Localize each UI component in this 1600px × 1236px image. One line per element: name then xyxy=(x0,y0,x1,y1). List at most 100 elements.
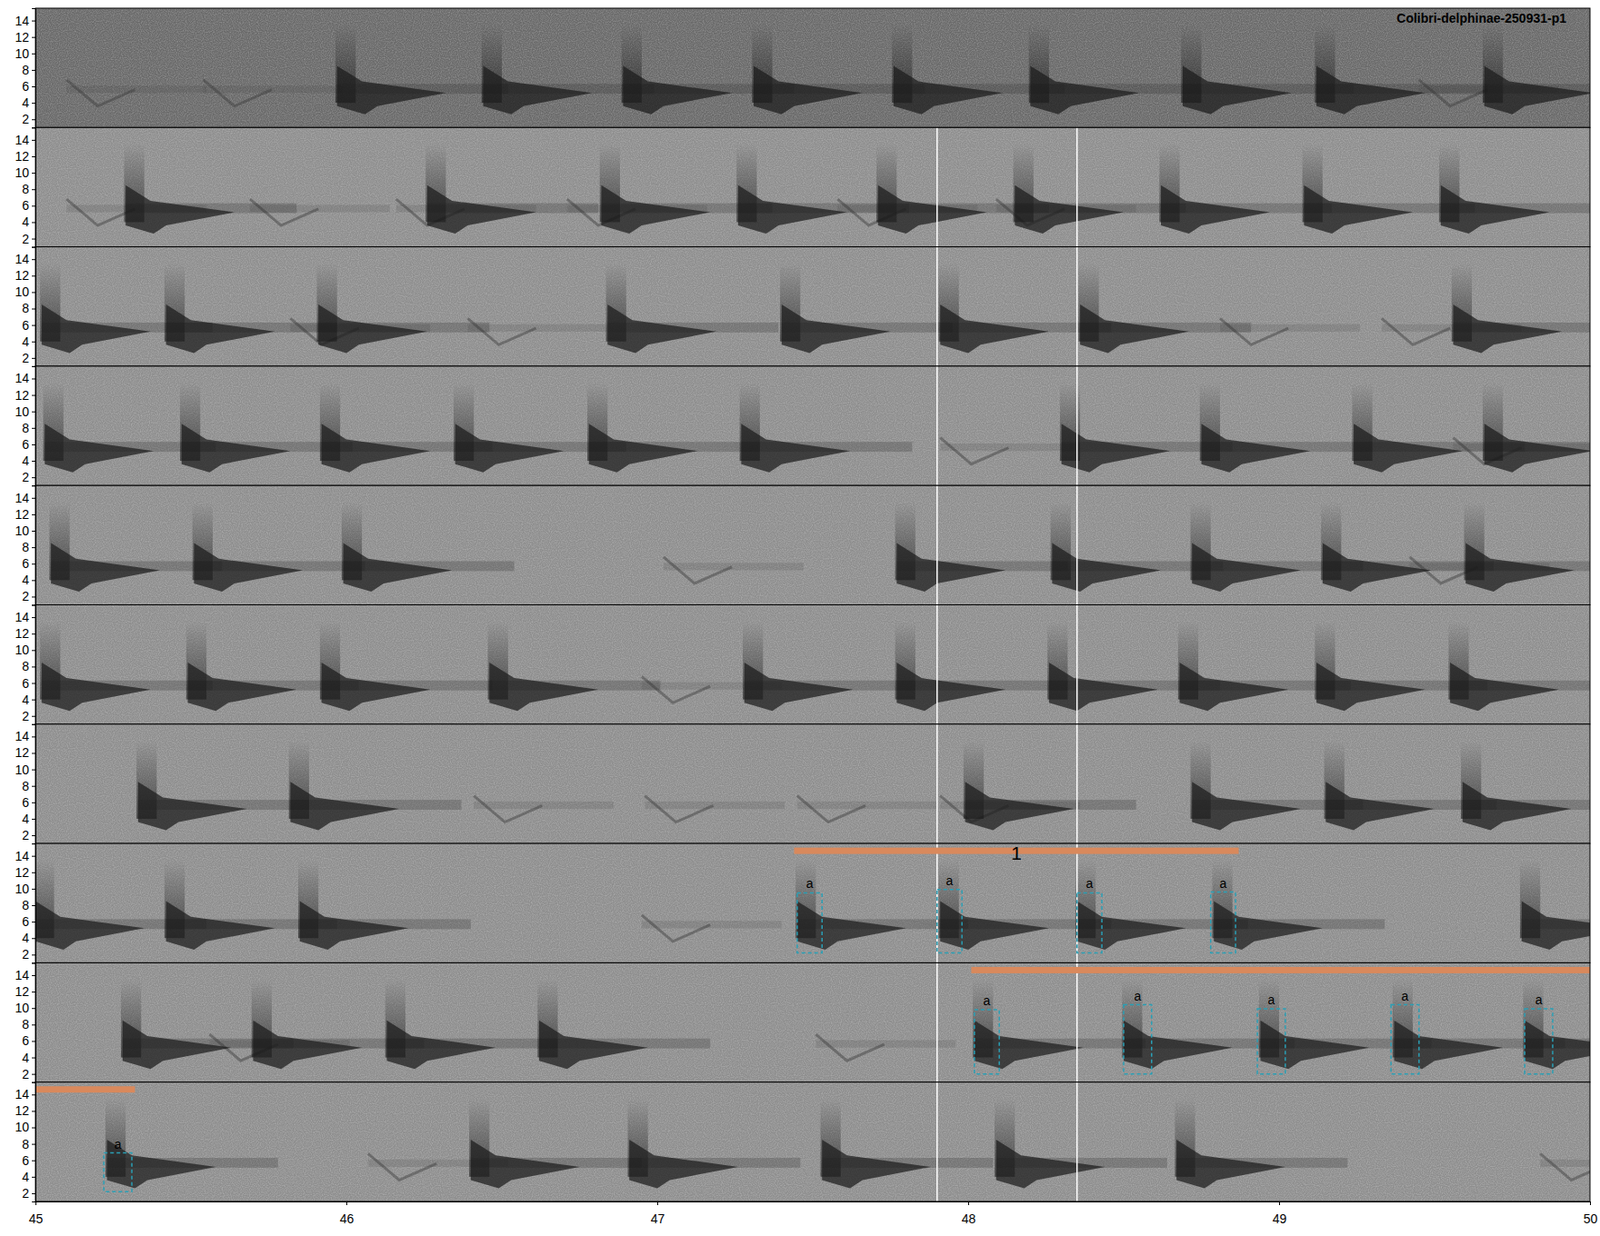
y-tick-mark xyxy=(31,617,36,619)
y-tick: 12 xyxy=(14,149,36,164)
y-tick: 8 xyxy=(21,540,36,555)
call xyxy=(320,621,493,712)
annotation-label: a xyxy=(946,873,954,889)
x-axis: 454647484950 xyxy=(29,1201,1599,1227)
y-tick-mark xyxy=(31,259,36,260)
spectrogram-row xyxy=(35,485,1590,605)
guide-line xyxy=(1076,247,1079,367)
faint-call xyxy=(797,796,938,823)
y-tick-label: 6 xyxy=(21,556,30,571)
y-tick: 10 xyxy=(14,1120,36,1135)
y-tick: 8 xyxy=(21,779,36,794)
y-tick: 10 xyxy=(14,46,36,61)
y-tick: 8 xyxy=(21,300,36,316)
call xyxy=(317,263,490,354)
row-frame xyxy=(35,485,1590,605)
noise xyxy=(35,366,1590,486)
faint-call xyxy=(1540,1153,1590,1180)
call xyxy=(1029,24,1202,115)
y-tick-label: 4 xyxy=(21,572,30,588)
y-tick-label: 12 xyxy=(14,1103,30,1119)
y-tick-label: 12 xyxy=(14,149,30,164)
call xyxy=(1451,263,1590,354)
y-tick-label: 6 xyxy=(21,795,30,810)
y-tick-label: 14 xyxy=(14,610,30,625)
call xyxy=(1460,740,1590,831)
y-tick-mark xyxy=(31,650,36,651)
y-tick: 6 xyxy=(21,198,36,213)
guide-line xyxy=(1076,127,1079,247)
call xyxy=(123,143,297,234)
y-tick-mark xyxy=(31,1128,36,1130)
row-frame xyxy=(35,366,1590,486)
y-tick: 10 xyxy=(14,642,36,658)
y-tick-mark xyxy=(31,530,36,532)
y-tick-mark xyxy=(31,938,36,940)
y-tick-label: 6 xyxy=(21,1153,30,1169)
y-tick: 8 xyxy=(21,181,36,197)
y-tick: 4 xyxy=(21,1050,36,1066)
segment-bar xyxy=(970,967,1590,974)
row-frame xyxy=(35,8,1590,128)
y-axis: 2468101214 xyxy=(14,724,36,844)
y-tick: 12 xyxy=(14,30,36,45)
y-tick-mark xyxy=(31,53,36,55)
x-tick-label: 50 xyxy=(1583,1211,1599,1227)
y-axis: 2468101214 xyxy=(14,366,36,486)
y-tick-label: 6 xyxy=(21,79,30,94)
row-frame xyxy=(35,247,1590,367)
y-tick-mark xyxy=(31,275,36,277)
y-tick-mark xyxy=(31,1144,36,1146)
y-axis-line xyxy=(31,724,37,844)
annotation-box xyxy=(103,1153,132,1193)
y-tick: 14 xyxy=(14,849,36,864)
y-tick-mark xyxy=(31,991,36,993)
row-background xyxy=(35,843,1590,963)
y-tick-mark xyxy=(31,835,36,837)
annotation-box xyxy=(1210,892,1236,954)
call xyxy=(1200,382,1373,473)
y-tick: 10 xyxy=(14,1000,36,1016)
y-tick-mark xyxy=(31,683,36,685)
call xyxy=(820,1099,994,1190)
y-tick-mark xyxy=(31,633,36,635)
row-frame xyxy=(35,605,1590,725)
y-tick-mark xyxy=(31,1058,36,1060)
y-tick-label: 8 xyxy=(21,62,30,78)
guide-line xyxy=(936,1082,939,1202)
call xyxy=(1174,1099,1348,1190)
y-tick-label: 4 xyxy=(21,95,30,110)
guide-line xyxy=(936,962,939,1082)
y-tick-mark xyxy=(31,563,36,565)
y-tick-label: 8 xyxy=(21,540,30,555)
annotation-label: a xyxy=(114,1137,122,1152)
y-tick: 14 xyxy=(14,968,36,983)
y-axis-line xyxy=(31,1082,37,1202)
y-tick: 2 xyxy=(21,231,36,247)
y-tick: 6 xyxy=(21,318,36,333)
y-tick-label: 4 xyxy=(21,811,30,827)
y-tick-mark xyxy=(31,460,36,462)
y-tick: 8 xyxy=(21,659,36,674)
guide-line xyxy=(936,127,939,247)
y-tick-mark xyxy=(31,514,36,516)
y-tick: 8 xyxy=(21,1017,36,1032)
annotation-box xyxy=(1077,892,1102,953)
guide-line xyxy=(936,247,939,367)
y-axis: 2468101214 xyxy=(14,9,36,129)
y-tick-mark xyxy=(31,770,36,771)
y-tick-label: 8 xyxy=(21,659,30,674)
guide-line xyxy=(936,366,939,486)
y-tick-label: 2 xyxy=(21,1186,30,1201)
y-tick: 12 xyxy=(14,1103,36,1119)
y-tick: 6 xyxy=(21,676,36,691)
guide-line xyxy=(1076,605,1079,725)
y-tick-label: 10 xyxy=(14,284,30,300)
spectrogram-row xyxy=(35,843,1590,963)
call xyxy=(587,382,760,473)
y-tick-label: 12 xyxy=(14,745,30,760)
noise xyxy=(35,605,1590,725)
call xyxy=(963,740,1137,831)
row-background xyxy=(35,724,1590,844)
noise xyxy=(35,247,1590,367)
